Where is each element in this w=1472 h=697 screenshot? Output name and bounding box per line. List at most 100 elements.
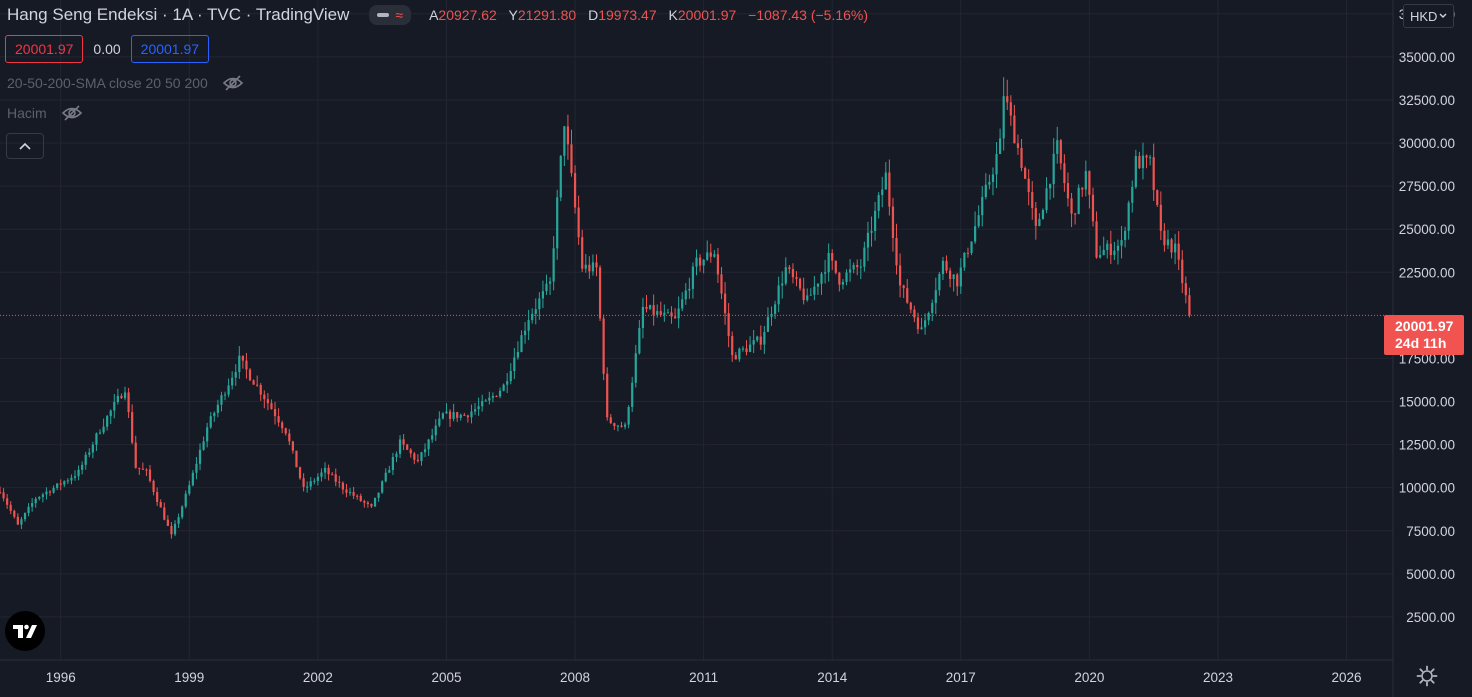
candle-body xyxy=(356,495,359,497)
candle-body xyxy=(984,184,987,197)
candle-body xyxy=(152,480,155,493)
candle-body xyxy=(209,416,212,428)
candle-body xyxy=(856,265,859,268)
candle-body xyxy=(109,410,112,417)
indicator-sma[interactable]: 20-50-200-SMA close 20 50 200 xyxy=(7,74,244,92)
collapse-legend-button[interactable] xyxy=(6,133,44,159)
candle-body xyxy=(1116,245,1120,251)
candle-body xyxy=(1074,213,1077,215)
candle-body xyxy=(863,247,866,267)
candle-body xyxy=(473,409,477,412)
candle-body xyxy=(41,494,44,497)
symbol-title[interactable]: Hang Seng Endeksi · 1A · TVC · TradingVi… xyxy=(7,5,350,24)
candle-body xyxy=(359,495,362,501)
tradingview-logo-icon[interactable] xyxy=(5,611,45,651)
candle-body xyxy=(245,360,248,370)
candle-body xyxy=(595,262,598,268)
candle-body xyxy=(1188,295,1191,316)
candle-series xyxy=(0,77,1191,539)
candle-body xyxy=(645,306,648,309)
candle-body xyxy=(327,467,330,475)
candle-body xyxy=(409,449,412,454)
candle-body xyxy=(973,226,977,242)
candle-body xyxy=(66,480,69,482)
candle-body xyxy=(170,525,173,535)
candle-body xyxy=(981,196,984,216)
candle-body xyxy=(502,384,505,391)
candle-body xyxy=(248,369,252,381)
candle-body xyxy=(484,400,487,402)
eye-off-icon[interactable] xyxy=(61,104,83,122)
candle-body xyxy=(841,281,845,285)
candle-body xyxy=(556,197,559,249)
candle-body xyxy=(445,411,448,414)
candle-body xyxy=(138,467,141,469)
candle-body xyxy=(448,411,452,419)
sell-button[interactable]: 20001.97 xyxy=(5,35,84,63)
candle-body xyxy=(173,523,177,535)
candle-body xyxy=(116,395,119,403)
time-axis[interactable]: 1996 1999 2002 2005 2008 2011 2014 2017 2020 2023… xyxy=(46,670,1362,685)
candle-body xyxy=(288,433,291,442)
candle-body xyxy=(213,412,216,417)
candle-body xyxy=(252,380,255,385)
candle-body xyxy=(1159,204,1162,231)
time-tick-label: 2017 xyxy=(946,670,976,685)
candle-body xyxy=(956,274,959,287)
chart-legend: Hang Seng Endeksi · 1A · TVC · TradingVi… xyxy=(7,4,868,26)
candle-body xyxy=(406,444,409,450)
ohlc-values: A20927.62 Y21291.80 D19973.47 K20001.97 … xyxy=(429,7,868,23)
candle-body xyxy=(345,489,348,493)
candle-body xyxy=(13,510,16,517)
candle-body xyxy=(1027,178,1030,193)
candle-body xyxy=(1099,255,1102,258)
candle-body xyxy=(509,370,512,382)
candle-body xyxy=(141,468,144,470)
candle-body xyxy=(195,463,198,473)
candle-body xyxy=(691,266,695,289)
candle-body xyxy=(752,340,755,345)
candle-body xyxy=(20,519,23,525)
candle-body xyxy=(395,453,398,458)
candle-body xyxy=(206,427,209,442)
candle-body xyxy=(234,371,237,378)
candle-body xyxy=(363,500,366,503)
candle-body xyxy=(545,283,548,292)
legend-toggle[interactable]: ≈ xyxy=(369,5,412,25)
candle-body xyxy=(581,237,584,269)
eye-off-icon[interactable] xyxy=(222,74,244,92)
time-tick-label: 2020 xyxy=(1074,670,1104,685)
indicator-sma-label: 20-50-200-SMA close 20 50 200 xyxy=(7,75,208,91)
candle-body xyxy=(766,316,770,332)
candle-body xyxy=(1177,243,1180,260)
candle-body xyxy=(723,293,727,314)
buy-button[interactable]: 20001.97 xyxy=(130,35,210,63)
candle-body xyxy=(270,403,273,410)
candle-body xyxy=(702,259,705,266)
candle-body xyxy=(873,210,877,231)
candle-body xyxy=(1002,96,1005,139)
candle-body xyxy=(348,492,352,494)
candle-body xyxy=(1016,143,1020,148)
candle-body xyxy=(113,402,116,411)
candle-body xyxy=(1091,194,1095,222)
indicator-volume[interactable]: Hacim xyxy=(7,104,83,122)
candle-body xyxy=(641,306,645,329)
gear-icon[interactable] xyxy=(1416,665,1438,687)
candle-body xyxy=(431,435,434,440)
candle-body xyxy=(309,481,312,487)
candle-body xyxy=(202,441,205,450)
candle-body xyxy=(1102,249,1105,256)
candle-body xyxy=(698,257,702,266)
candle-body xyxy=(120,395,123,399)
candle-body xyxy=(495,395,498,397)
candle-body xyxy=(541,291,545,299)
candle-body xyxy=(909,302,912,310)
candle-body xyxy=(166,519,169,526)
currency-button[interactable]: HKD xyxy=(1403,4,1455,28)
candle-body xyxy=(320,472,323,477)
candle-body xyxy=(131,412,134,443)
candle-body xyxy=(1181,259,1184,284)
candle-body xyxy=(23,512,27,520)
